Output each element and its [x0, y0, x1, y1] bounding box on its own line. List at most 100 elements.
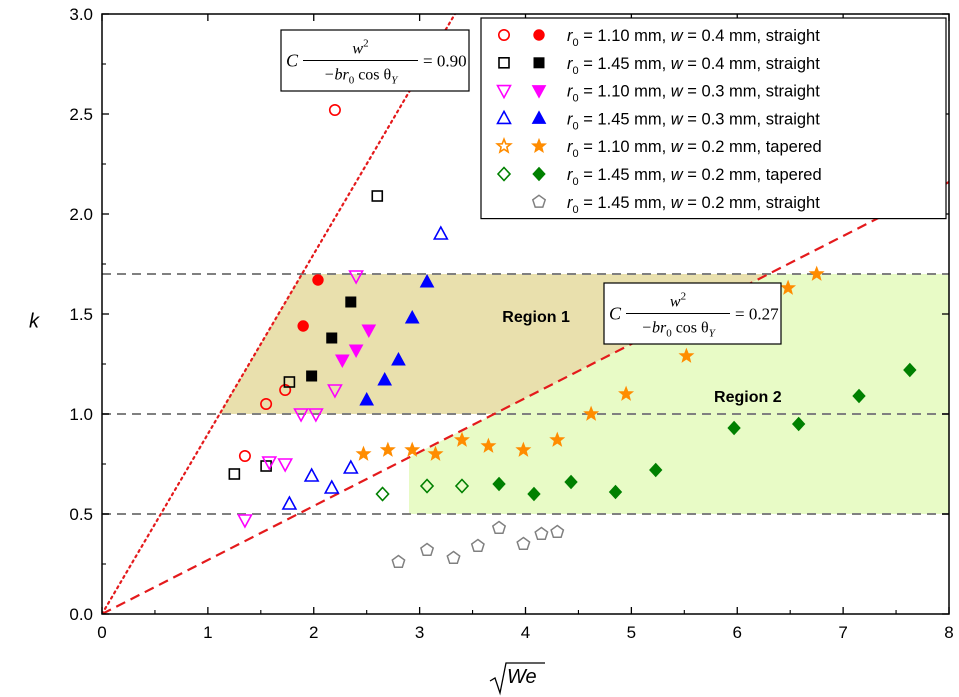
data-point-open-square — [228, 468, 241, 480]
data-point-filled-diamond — [727, 420, 741, 436]
legend-label: r0 = 1.10 mm, w = 0.3 mm, straight — [567, 83, 820, 105]
formula-coefficient: C — [286, 51, 299, 71]
legend-filled-marker — [531, 194, 547, 208]
data-point-filled-diamond — [527, 486, 541, 502]
data-point-filled-star — [780, 279, 797, 295]
legend-entry: r0 = 1.10 mm, w = 0.2 mm, tapered — [495, 137, 822, 160]
data-point-filled-square — [345, 296, 357, 308]
region-2-area — [409, 274, 949, 514]
data-point-filled-circle — [312, 274, 324, 286]
x-tick-label: 7 — [838, 623, 847, 642]
legend-open-marker — [496, 166, 512, 182]
data-point-filled-star — [379, 441, 396, 457]
legend: r0 = 1.10 mm, w = 0.4 mm, straight r0 = 1… — [480, 17, 947, 220]
x-tick-label: 8 — [944, 623, 953, 642]
data-point-filled-triangle-up — [391, 351, 406, 366]
data-point-filled-triangle-up — [404, 309, 420, 324]
data-point-open-triangle-down — [277, 458, 294, 473]
x-tick-label: 1 — [203, 623, 212, 642]
data-point-open-pentagon — [550, 524, 565, 539]
data-point-filled-diamond — [852, 388, 866, 404]
data-point-filled-star — [480, 437, 497, 453]
data-point-open-triangle-down — [348, 270, 364, 285]
reference-lines-layer — [102, 14, 949, 614]
data-point-open-triangle-down — [308, 408, 324, 423]
data-point-filled-star — [618, 385, 635, 401]
x-tick-label: 2 — [309, 623, 318, 642]
legend-label: r0 = 1.45 mm, w = 0.4 mm, straight — [567, 55, 820, 77]
data-point-open-square — [283, 376, 296, 388]
data-point-open-pentagon — [516, 536, 531, 551]
legend-entry: r0 = 1.45 mm, w = 0.2 mm, straight — [531, 194, 820, 216]
y-tick-label: 2.5 — [69, 105, 93, 124]
data-point-filled-star — [453, 431, 470, 447]
legend-open-marker — [496, 109, 512, 125]
legend-box — [480, 17, 947, 220]
data-point-open-triangle-up — [342, 459, 359, 474]
data-point-open-diamond — [454, 478, 470, 494]
data-point-open-triangle-up — [432, 225, 449, 240]
formula-numerator: w2 — [670, 291, 686, 311]
legend-filled-marker — [533, 29, 545, 41]
data-point-filled-triangle-up — [377, 371, 393, 386]
formula-annotation: Cw2 −br0 cos θY = 0.90 — [280, 29, 470, 92]
formula-annotation: Cw2 −br0 cos θY = 0.27 — [603, 282, 782, 345]
data-point-filled-triangle-up — [419, 273, 435, 288]
data-point-filled-triangle-down — [334, 354, 350, 369]
y-tick-label: 1.5 — [69, 305, 93, 324]
data-point-filled-diamond — [791, 416, 806, 432]
data-point-open-circle — [260, 397, 273, 410]
data-point-filled-diamond — [903, 362, 917, 378]
formula-coefficient: C — [609, 304, 622, 324]
data-point-filled-square — [326, 332, 338, 344]
data-point-filled-square — [306, 370, 318, 382]
formula-value: = 0.27 — [735, 305, 779, 324]
sqrt-radical — [489, 662, 545, 696]
annotations-layer: Region 1 Region 2 Cw2 −br0 cos θY = 0.90 Cw2 −… — [280, 29, 782, 406]
x-tick-label: 6 — [733, 623, 742, 642]
data-point-filled-diamond — [649, 462, 663, 478]
legend-label: r0 = 1.45 mm, w = 0.2 mm, tapered — [567, 166, 822, 188]
data-point-filled-diamond — [564, 474, 578, 490]
y-tick-label: 0.5 — [69, 505, 93, 524]
legend-filled-marker — [531, 85, 547, 99]
region-label: Region 2 — [714, 389, 782, 406]
x-tick-label: 4 — [521, 623, 530, 642]
data-point-filled-diamond — [492, 476, 506, 492]
data-point-filled-star — [678, 347, 695, 363]
data-point-filled-star — [808, 265, 825, 281]
data-point-filled-star — [583, 405, 600, 421]
legend-label: r0 = 1.10 mm, w = 0.4 mm, straight — [567, 27, 820, 49]
formula-denominator: −br0 cos θY — [641, 320, 717, 340]
x-axis-title-text: We — [507, 666, 537, 688]
ticks-layer: 0 1 2 3 4 5 6 7 8 0.0 0.5 1.0 1.5 2.0 2.5 3.0 — [69, 5, 953, 642]
y-tick-label: 0.0 — [69, 605, 93, 624]
legend-filled-marker — [532, 166, 546, 182]
data-point-open-pentagon — [491, 520, 507, 535]
data-point-filled-star — [549, 431, 566, 447]
data-point-filled-star — [355, 445, 372, 461]
data-point-filled-triangle-up — [359, 391, 375, 406]
legend-filled-marker — [530, 137, 548, 154]
legend-filled-marker — [533, 57, 545, 69]
data-point-open-pentagon — [534, 526, 549, 541]
data-point-open-pentagon — [420, 542, 435, 557]
data-point-filled-star — [515, 441, 532, 457]
boundary-line — [102, 181, 949, 614]
data-point-filled-star — [404, 441, 421, 457]
legend-open-marker — [495, 137, 513, 154]
y-tick-label: 3.0 — [69, 5, 93, 24]
data-point-filled-triangle-down — [348, 344, 364, 359]
formula-numerator: w2 — [352, 38, 368, 58]
region-label: Region 1 — [502, 309, 570, 326]
data-point-open-pentagon — [446, 550, 461, 565]
data-point-open-triangle-down — [327, 384, 343, 399]
data-point-open-square — [371, 190, 384, 202]
data-point-open-circle — [238, 449, 251, 462]
x-tick-label: 0 — [97, 623, 106, 642]
legend-open-marker — [498, 56, 510, 69]
data-point-filled-triangle-down — [361, 324, 377, 339]
data-point-open-triangle-down — [237, 514, 253, 529]
x-axis-title: We — [489, 662, 545, 696]
